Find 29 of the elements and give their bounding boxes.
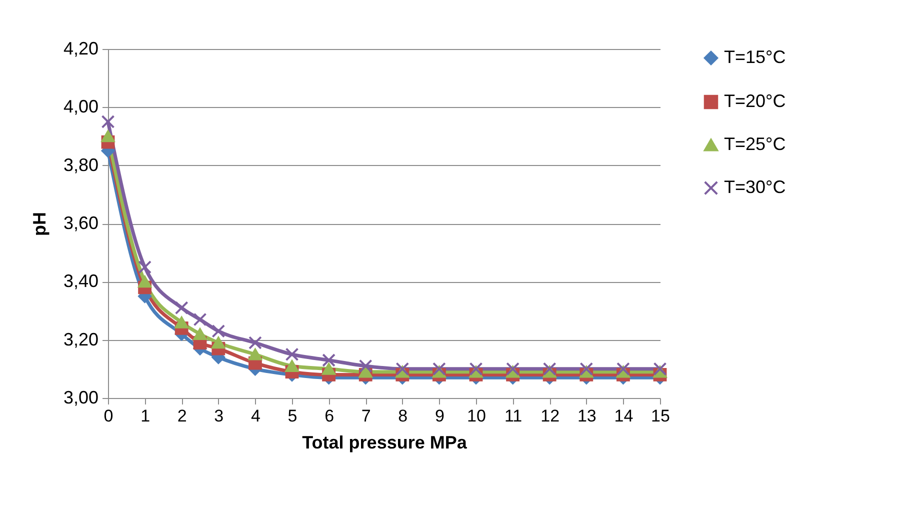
y-tick-label: 3,80 bbox=[63, 154, 98, 175]
y-tick-label: 4,20 bbox=[63, 38, 98, 58]
x-tick-label: 0 bbox=[104, 406, 114, 426]
legend-label: T=20°C bbox=[724, 91, 786, 111]
x-tick-label: 9 bbox=[434, 406, 444, 426]
y-tick-label: 4,00 bbox=[63, 96, 98, 117]
x-tick-label: 13 bbox=[577, 406, 596, 426]
x-tick-label: 11 bbox=[504, 406, 522, 426]
y-axis-title: pH bbox=[29, 212, 50, 236]
legend-label: T=25°C bbox=[724, 134, 786, 154]
x-tick-label: 3 bbox=[214, 406, 224, 426]
x-tick-label: 2 bbox=[177, 406, 187, 426]
y-tick-label: 3,00 bbox=[63, 388, 98, 408]
x-tick-label: 4 bbox=[250, 406, 260, 426]
x-tick-label: 10 bbox=[467, 406, 486, 426]
x-tick-label: 6 bbox=[324, 406, 334, 426]
y-tick-label: 3,20 bbox=[63, 329, 98, 350]
x-tick-label: 7 bbox=[361, 406, 371, 426]
legend-label: T=15°C bbox=[724, 47, 786, 67]
legend-label: T=30°C bbox=[724, 177, 786, 197]
x-axis-title: Total pressure MPa bbox=[302, 432, 468, 452]
y-tick-label: 3,40 bbox=[63, 271, 98, 292]
x-tick-label: 15 bbox=[651, 406, 670, 426]
x-tick-label: 5 bbox=[288, 406, 298, 426]
x-tick-label: 1 bbox=[140, 406, 150, 426]
x-tick-label: 12 bbox=[540, 406, 560, 426]
x-tick-label: 8 bbox=[398, 406, 408, 426]
x-tick-label: 14 bbox=[614, 406, 634, 426]
y-tick-label: 3,60 bbox=[63, 213, 98, 233]
